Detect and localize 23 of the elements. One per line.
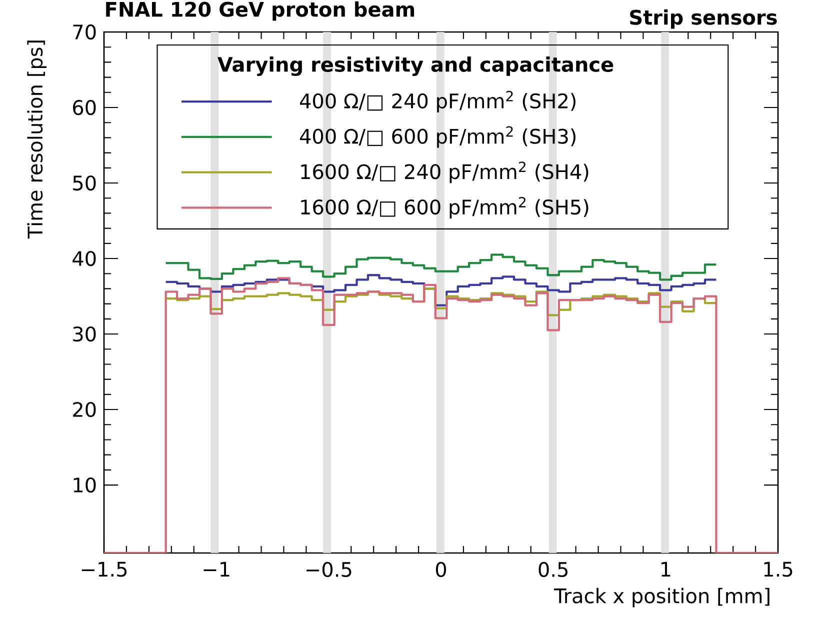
chart-title: FNAL 120 GeV proton beam — [106, 1, 414, 21]
legend-label: 400 Ω/□ 240 pF/mm$^{2}$ (SH2) — [300, 90, 576, 112]
x-tick-label: 0 — [436, 562, 446, 578]
x-axis-title: Track x position [mm] — [554, 588, 770, 608]
y-tick-label: 40 — [72, 250, 96, 266]
legend-label: 1600 Ω/□ 240 pF/mm$^{2}$ (SH4) — [301, 162, 588, 184]
y-tick-label: 30 — [73, 326, 96, 342]
y-tick-label: 20 — [73, 402, 96, 418]
x-tick-label: 1 — [662, 562, 670, 576]
y-tick-label: 50 — [73, 175, 96, 191]
x-tick-label: 1.5 — [764, 562, 792, 577]
y-axis-title: Time resolution [ps] — [27, 40, 47, 239]
x-tick-label: −0.5 — [306, 562, 352, 578]
x-tick-label: −1 — [204, 562, 230, 576]
legend-label: 1600 Ω/□ 600 pF/mm$^{2}$ (SH5) — [301, 196, 588, 218]
y-tick-label: 70 — [73, 24, 96, 40]
legend-label: 400 Ω/□ 600 pF/mm$^{2}$ (SH3) — [300, 126, 576, 148]
legend-title: Varying resistivity and capacitance — [217, 56, 614, 76]
chart-subtitle: Strip sensors — [630, 9, 777, 29]
x-tick-label: 0.5 — [538, 562, 568, 578]
x-tick-label: −1.5 — [82, 562, 127, 577]
y-tick-label: 10 — [74, 477, 96, 493]
y-tick-label: 60 — [73, 100, 96, 116]
